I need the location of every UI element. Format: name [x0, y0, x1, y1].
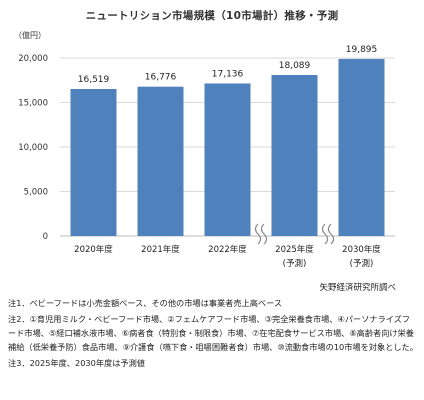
x-tick-label: 2025年度 — [275, 244, 314, 255]
source-note: 矢野経済研究所調べ — [319, 283, 396, 293]
note-2: 注2．①育児用ミルク・ベビーフード市場、②フェムケアフード市場、③完全栄養食市場… — [8, 314, 418, 352]
data-label: 18,089 — [279, 61, 311, 71]
y-tick-label: 20,000 — [18, 54, 48, 64]
y-tick-label: 10,000 — [18, 143, 48, 153]
axis-break-marks — [254, 223, 335, 245]
y-tick-label: 0 — [43, 232, 48, 242]
axis-break-mark — [327, 223, 335, 245]
bar — [70, 88, 117, 237]
axis-break-mark — [321, 223, 329, 245]
x-axis-labels: 2020年度 2021年度 2022年度 2025年度 (予測) 2030年度 (予測) — [74, 244, 381, 269]
data-label: 17,136 — [212, 69, 244, 79]
bar — [204, 83, 251, 237]
y-tick-label: 5,000 — [24, 188, 48, 198]
note-1: 注1．ベビーフードは小売金額ベース、その他の市場は事業者売上高ベース — [8, 298, 283, 308]
x-tick-label: 2022年度 — [208, 244, 247, 255]
bar — [137, 86, 184, 236]
chart-title: ニュートリション市場規模（10市場計）推移・予測 — [85, 10, 339, 22]
y-axis-unit-label: （億円） — [14, 30, 46, 40]
y-axis-ticks: 0 5,000 10,000 15,000 20,000 — [18, 54, 48, 242]
x-tick-label: 2020年度 — [74, 244, 113, 255]
data-label: 19,895 — [346, 45, 378, 55]
x-tick-label: 2030年度 — [342, 244, 381, 255]
data-label: 16,519 — [78, 75, 110, 85]
data-label: 16,776 — [145, 73, 177, 83]
axis-break-mark — [254, 223, 262, 245]
note-3: 注3．2025年度、2030年度は予測値 — [8, 358, 145, 368]
axis-break-mark — [260, 223, 268, 245]
bar-chart: （億円） 0 5,000 10,000 15,000 20,000 16,519 16,7… — [14, 30, 395, 269]
data-labels: 16,519 16,776 17,136 18,089 19,895 — [78, 45, 378, 85]
y-tick-label: 15,000 — [18, 99, 48, 109]
x-tick-label: 2021年度 — [141, 244, 180, 255]
x-tick-sublabel: (予測) — [350, 258, 374, 269]
footnotes: 注1．ベビーフードは小売金額ベース、その他の市場は事業者売上高ベース 注2．①育… — [8, 296, 418, 372]
bar — [338, 58, 385, 236]
bar — [271, 75, 318, 236]
bars — [70, 58, 385, 237]
x-tick-sublabel: (予測) — [283, 258, 307, 269]
